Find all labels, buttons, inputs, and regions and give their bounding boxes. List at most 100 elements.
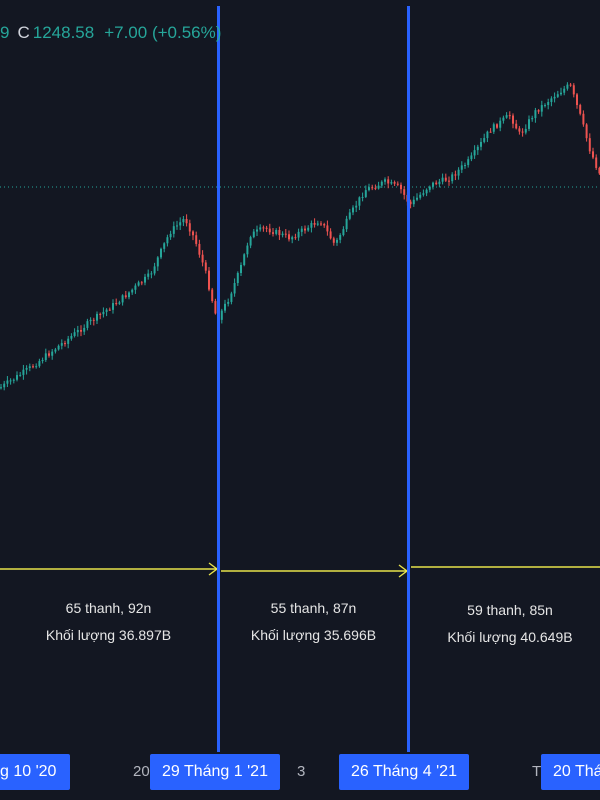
candle-body xyxy=(336,239,338,243)
candles-group xyxy=(0,82,600,391)
candle-body xyxy=(489,131,492,133)
candle-body xyxy=(444,177,447,181)
candle-body xyxy=(64,343,66,345)
candle-body xyxy=(246,245,249,255)
candle-body xyxy=(358,197,361,206)
range-bars-label: 65 thanh, 92n xyxy=(65,600,152,616)
candle-body xyxy=(300,228,303,232)
candle-body xyxy=(6,380,9,384)
candle-body xyxy=(460,165,463,170)
candle-body xyxy=(374,187,377,189)
candle-body xyxy=(185,218,188,224)
candle-body xyxy=(550,98,553,103)
candle-body xyxy=(172,226,175,234)
candle-body xyxy=(518,128,521,132)
candle-body xyxy=(163,243,166,249)
candle-body xyxy=(464,165,466,167)
candle-body xyxy=(396,183,399,185)
candle-body xyxy=(150,273,153,275)
candle-body xyxy=(448,180,450,182)
candle-body xyxy=(176,225,178,227)
candle-body xyxy=(576,94,578,106)
range-bars-label: 59 thanh, 85n xyxy=(467,602,553,618)
time-tag-marker-1[interactable]: 29 Tháng 1 '21 xyxy=(150,754,280,790)
candle-body xyxy=(9,380,12,382)
candle-body xyxy=(588,138,591,152)
candle-body xyxy=(166,237,169,244)
candle-body xyxy=(467,159,470,166)
candle-body xyxy=(204,262,207,271)
candle-body xyxy=(380,181,383,186)
candle-body xyxy=(32,366,34,368)
candle-body xyxy=(105,309,108,312)
candle-body xyxy=(160,248,162,258)
candle-body xyxy=(368,187,370,191)
candle-body xyxy=(454,174,457,176)
range-stats-3: 59 thanh, 85n Khối lượng 40.649B xyxy=(410,597,600,651)
candle-body xyxy=(528,119,530,129)
candle-body xyxy=(249,237,252,246)
candle-body xyxy=(108,309,111,311)
time-tag-end[interactable]: 20 Tháng xyxy=(541,754,600,790)
candle-body xyxy=(572,85,575,95)
candle-body xyxy=(422,193,425,195)
candle-body xyxy=(563,88,566,93)
vertical-marker-1[interactable] xyxy=(217,6,220,752)
candle-body xyxy=(556,94,559,97)
candle-body xyxy=(288,234,290,240)
candle-body xyxy=(179,222,182,226)
candle-body xyxy=(294,237,297,239)
legend-prefix-value: 9 xyxy=(0,23,10,42)
candle-body xyxy=(265,227,268,229)
candle-body xyxy=(486,131,489,139)
time-tag-marker-2[interactable]: 26 Tháng 4 '21 xyxy=(339,754,469,790)
close-label: C xyxy=(17,23,30,42)
candle-body xyxy=(12,379,15,381)
candle-body xyxy=(291,237,294,240)
candle-body xyxy=(598,167,600,174)
candle-body xyxy=(307,227,310,231)
candle-body xyxy=(320,223,322,225)
candle-body xyxy=(208,270,210,290)
candle-body xyxy=(86,321,89,328)
candle-body xyxy=(92,319,95,321)
candle-body xyxy=(48,353,50,356)
candle-body xyxy=(409,201,412,205)
candle-body xyxy=(579,105,582,114)
candle-body xyxy=(534,110,537,119)
change-value: +7.00 (+0.56%) xyxy=(104,23,222,42)
candle-body xyxy=(499,120,502,128)
candle-body xyxy=(102,311,105,315)
range-bars-label: 55 thanh, 87n xyxy=(270,600,357,616)
candle-body xyxy=(256,229,258,232)
candle-body xyxy=(16,375,18,380)
candle-body xyxy=(70,335,73,339)
candle-body xyxy=(195,235,198,244)
time-axis-label: T xyxy=(532,763,542,780)
candle-body xyxy=(89,319,92,322)
candle-body xyxy=(508,115,511,117)
candle-body xyxy=(326,225,329,232)
candle-body xyxy=(76,329,79,333)
time-axis-label: 20 xyxy=(133,763,150,780)
range-volume-label: Khối lượng 40.649B xyxy=(447,629,573,645)
time-tag-start[interactable]: g 10 '20 xyxy=(0,754,70,790)
candle-body xyxy=(313,223,316,225)
candle-body xyxy=(259,227,262,230)
candle-body xyxy=(524,128,527,133)
candle-body xyxy=(480,141,482,147)
candle-body xyxy=(400,184,402,190)
candle-body xyxy=(112,303,114,310)
candle-body xyxy=(80,329,82,332)
vertical-marker-2[interactable] xyxy=(407,6,410,752)
range-volume-label: Khối lượng 36.897B xyxy=(45,627,172,643)
candle-body xyxy=(332,238,335,243)
candle-body xyxy=(428,186,431,190)
candle-body xyxy=(544,105,546,107)
candle-body xyxy=(438,181,441,185)
candle-body xyxy=(316,223,319,225)
candle-body xyxy=(284,233,287,235)
candle-body xyxy=(278,229,281,236)
candle-body xyxy=(22,369,25,375)
